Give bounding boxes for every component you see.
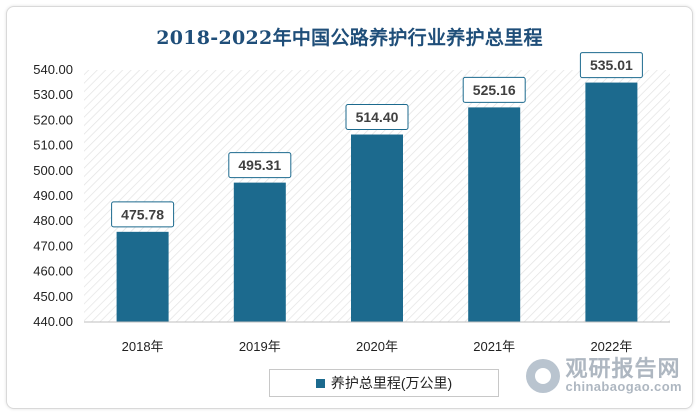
bar-chart: 440.00 450.00 460.00 470.00 480.00 490.00 500.… bbox=[33, 52, 670, 354]
data-label: 525.16 bbox=[473, 82, 516, 98]
legend: 养护总里程(万公里) bbox=[269, 369, 499, 397]
y-tick-label: 480.00 bbox=[33, 213, 73, 228]
bar-2020年 bbox=[351, 134, 403, 322]
watermark: 观研报告网 chinabaogao.com bbox=[526, 357, 682, 394]
data-label: 475.78 bbox=[121, 206, 164, 222]
data-label: 535.01 bbox=[590, 57, 633, 73]
legend-swatch bbox=[315, 378, 325, 388]
chart-title: 2018-2022年中国公路养护行业养护总里程 bbox=[156, 27, 543, 49]
bars bbox=[116, 82, 638, 323]
bar-2021年 bbox=[468, 107, 521, 323]
y-axis-ticks: 440.00 450.00 460.00 470.00 480.00 490.00 500.… bbox=[33, 62, 73, 329]
bar-2018年 bbox=[116, 231, 169, 322]
data-label: 495.31 bbox=[238, 157, 281, 173]
x-tick-label: 2022年 bbox=[590, 339, 632, 354]
watermark-logo-icon bbox=[526, 358, 561, 393]
x-axis-ticks: 2018年 2019年 2020年 2021年 2022年 bbox=[122, 339, 633, 354]
x-tick-label: 2018年 bbox=[122, 339, 164, 354]
data-label-box bbox=[345, 104, 409, 131]
watermark-cn: 观研报告网 bbox=[565, 356, 681, 382]
x-tick-label: 2021年 bbox=[473, 339, 515, 354]
legend-label: 养护总里程(万公里) bbox=[330, 375, 453, 391]
y-tick-label: 460.00 bbox=[33, 264, 73, 279]
y-tick-label: 540.00 bbox=[33, 62, 73, 77]
chart-card: 2018-2022年中国公路养护行业养护总里程 440.00 450.00 460.… bbox=[6, 6, 693, 409]
y-tick-label: 440.00 bbox=[33, 314, 73, 329]
x-tick-label: 2020年 bbox=[356, 339, 398, 354]
y-tick-label: 490.00 bbox=[33, 188, 73, 203]
watermark-en: chinabaogao.com bbox=[565, 379, 682, 395]
bar-2019年 bbox=[233, 182, 286, 322]
x-tick-label: 2019年 bbox=[239, 339, 281, 354]
data-label-box bbox=[462, 76, 526, 103]
data-label-box bbox=[228, 152, 292, 179]
data-label-box bbox=[579, 52, 643, 79]
data-label-box bbox=[111, 201, 175, 228]
y-tick-label: 500.00 bbox=[33, 163, 73, 178]
y-tick-label: 450.00 bbox=[33, 289, 73, 304]
y-tick-label: 520.00 bbox=[33, 112, 73, 127]
y-tick-label: 470.00 bbox=[33, 238, 73, 253]
data-label: 514.40 bbox=[356, 109, 399, 125]
y-tick-label: 530.00 bbox=[33, 87, 73, 102]
y-tick-label: 510.00 bbox=[33, 138, 73, 153]
bar-2022年 bbox=[585, 82, 638, 322]
data-labels: 475.78 495.31 514.40 525.16 535.01 bbox=[111, 52, 643, 228]
